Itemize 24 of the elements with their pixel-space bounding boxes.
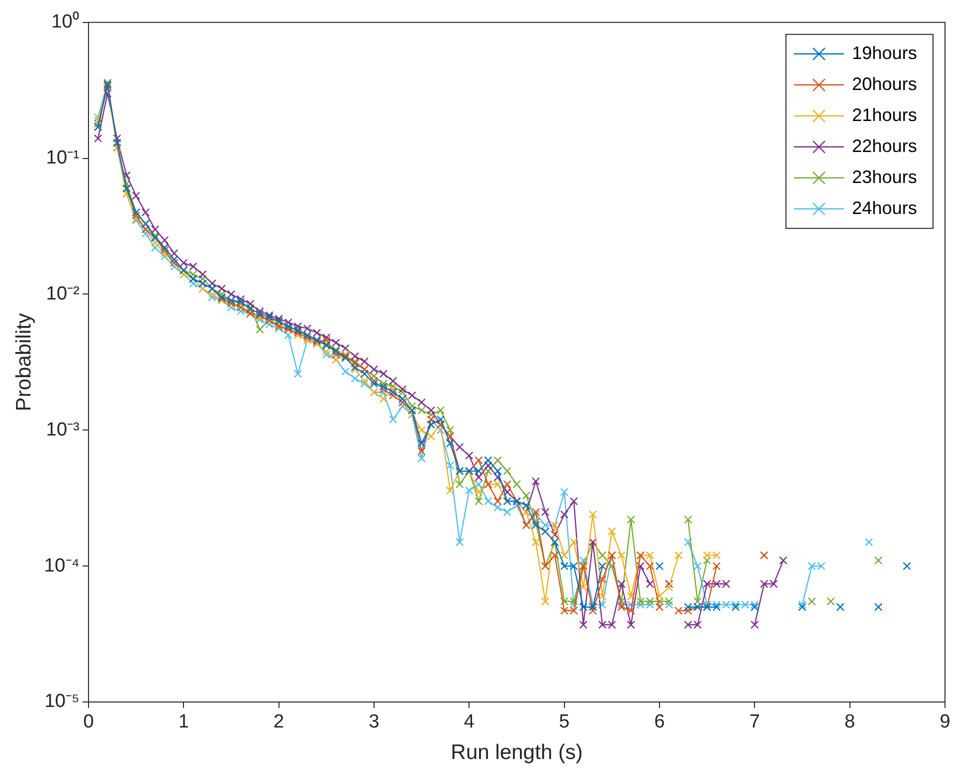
y-tick-label: 10⁰ bbox=[51, 10, 80, 33]
legend-label: 20hours bbox=[852, 74, 918, 94]
x-tick-label: 2 bbox=[274, 712, 284, 733]
x-tick-label: 5 bbox=[559, 712, 570, 733]
legend-label: 21hours bbox=[852, 104, 918, 125]
x-tick-label: 4 bbox=[464, 712, 475, 733]
y-tick-label: 10⁻¹ bbox=[46, 148, 80, 169]
y-tick-label: 10⁻² bbox=[46, 283, 80, 304]
x-tick-label: 1 bbox=[178, 712, 189, 733]
legend-label: 22hours bbox=[852, 136, 918, 156]
x-tick-label: 6 bbox=[654, 712, 665, 733]
x-tick-label: 0 bbox=[83, 712, 94, 733]
legend-label: 19hours bbox=[852, 42, 918, 63]
y-tick-label: 10⁻⁴ bbox=[44, 555, 80, 576]
x-tick-label: 8 bbox=[844, 712, 856, 733]
x-tick-label: 3 bbox=[368, 712, 380, 733]
y-axis-title: Probability bbox=[12, 312, 36, 412]
x-axis-title: Run length (s) bbox=[450, 741, 583, 764]
x-tick-label: 7 bbox=[749, 712, 760, 733]
y-tick-label: 10⁻³ bbox=[46, 419, 80, 440]
legend-label: 24hours bbox=[852, 198, 918, 218]
legend-label: 23hours bbox=[852, 166, 918, 187]
x-tick-label: 9 bbox=[940, 712, 950, 733]
y-tick-label: 10⁻⁵ bbox=[44, 691, 80, 712]
